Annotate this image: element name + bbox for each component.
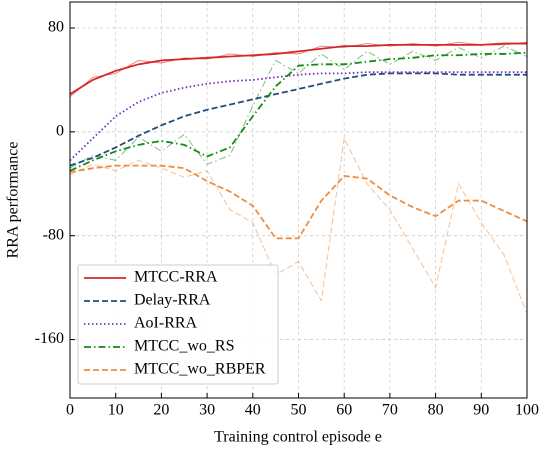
raw-line xyxy=(69,41,528,98)
x-tick-label: 50 xyxy=(291,402,307,419)
legend-label: MTCC_wo_RS xyxy=(134,338,234,355)
x-tick-label: 40 xyxy=(245,402,261,419)
x-tick-label: 60 xyxy=(336,402,352,419)
x-tick-label: 30 xyxy=(199,402,215,419)
legend-label: Delay-RRA xyxy=(134,292,211,309)
x-tick-label: 20 xyxy=(153,402,169,419)
y-tick-label: -80 xyxy=(43,226,64,243)
x-tick-label: 10 xyxy=(108,402,124,419)
y-tick-label: 0 xyxy=(56,123,64,140)
legend-box xyxy=(77,264,279,385)
x-tick-label: 0 xyxy=(66,402,74,419)
legend-label: MTCC_wo_RBPER xyxy=(134,361,266,378)
raw-line xyxy=(69,136,528,314)
x-tick-label: 70 xyxy=(382,402,398,419)
x-tick-label: 90 xyxy=(473,402,489,419)
x-tick-label: 80 xyxy=(428,402,444,419)
legend-label: MTCC-RRA xyxy=(134,269,218,286)
x-tick-label: 100 xyxy=(515,402,539,419)
series-line xyxy=(69,51,528,172)
y-tick-label: 80 xyxy=(48,19,64,36)
plot-frame xyxy=(69,1,528,399)
y-axis-label: RRA performance xyxy=(5,142,22,259)
series-line xyxy=(69,42,527,95)
y-tick-label: -160 xyxy=(35,330,64,347)
raw-line xyxy=(69,45,528,169)
series-line xyxy=(69,72,527,167)
legend-label: AoI-RRA xyxy=(134,315,198,332)
x-axis-label: Training control episode e xyxy=(214,429,382,446)
series-line xyxy=(69,164,528,240)
